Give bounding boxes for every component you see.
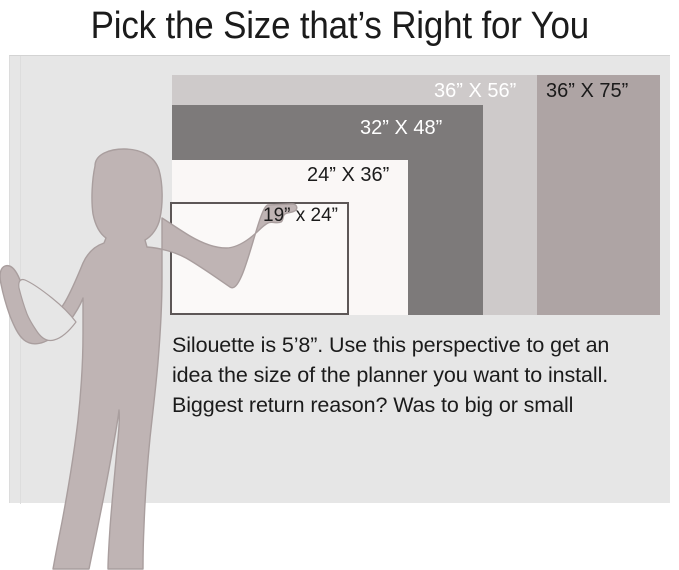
page-title: Pick the Size that’s Right for You (90, 4, 589, 47)
caption-line-2: idea the size of the planner you want to… (172, 363, 609, 387)
caption-line-1: Silouette is 5’8”. Use this perspective … (172, 333, 610, 357)
caption-text: Silouette is 5’8”. Use this perspective … (172, 330, 662, 420)
size-label-24x36: 24” X 36” (307, 164, 390, 186)
size-label-32x48: 32” X 48” (360, 117, 443, 139)
size-label-36x75: 36” X 75” (546, 80, 629, 102)
title-bar: Pick the Size that’s Right for You (0, 0, 679, 52)
wall-inner-edge (20, 56, 21, 504)
size-label-36x56: 36” X 56” (434, 80, 517, 102)
size-rect-36x75 (537, 75, 660, 315)
size-label-19x24: 19” x 24” (263, 205, 338, 226)
caption-line-3: Biggest return reason? Was to big or sma… (172, 393, 574, 417)
